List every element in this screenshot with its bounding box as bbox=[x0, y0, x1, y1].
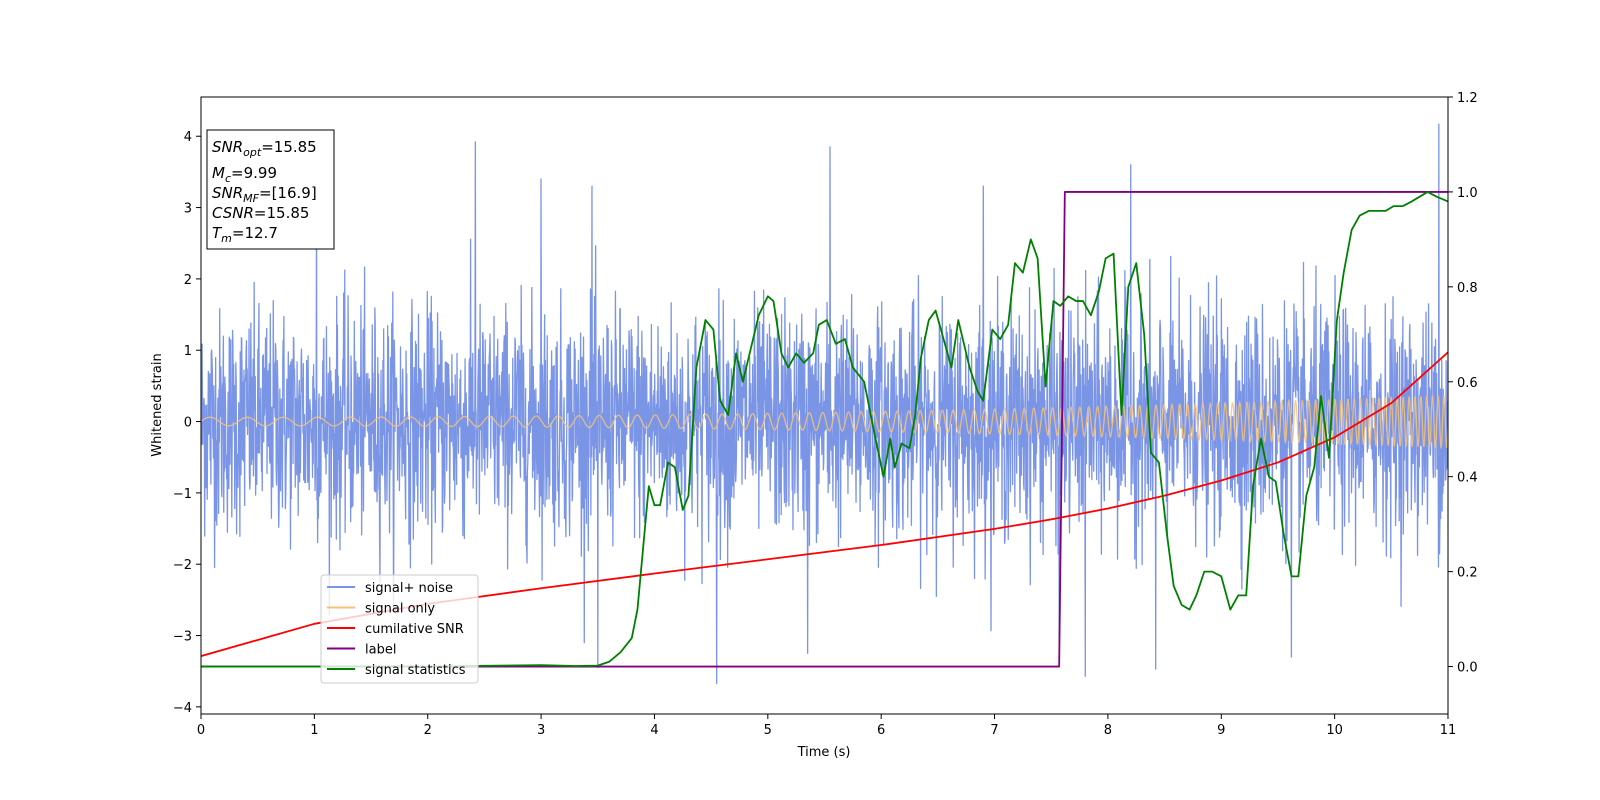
x-axis-ticks: 0 1 2 3 4 5 6 7 8 9 10 11 bbox=[197, 714, 1456, 738]
info-line: CSNR=15.85 bbox=[212, 204, 309, 222]
series-signal-only-line bbox=[201, 393, 1448, 450]
y-tick-label: −2 bbox=[173, 558, 192, 573]
y2-tick-label: 0.0 bbox=[1457, 661, 1478, 676]
y-axis-ticks: −4 −3 −2 −1 0 1 2 3 4 bbox=[173, 130, 201, 716]
info-subscript: MF bbox=[243, 192, 259, 205]
y-tick-label: −3 bbox=[173, 630, 192, 645]
legend-entry-label: signal statistics bbox=[365, 663, 466, 678]
series-layer bbox=[201, 123, 1448, 684]
y2-tick-label: 0.4 bbox=[1457, 471, 1478, 486]
y-tick-label: −1 bbox=[173, 487, 192, 502]
x-tick-label: 5 bbox=[764, 723, 772, 738]
y2-tick-label: 1.2 bbox=[1457, 91, 1478, 106]
series-cumilative-snr-line bbox=[201, 351, 1448, 657]
y-tick-label: 2 bbox=[184, 273, 192, 288]
legend-entry-label: signal+ noise bbox=[365, 581, 453, 596]
info-subscript: m bbox=[221, 232, 232, 245]
info-subscript: opt bbox=[243, 146, 262, 159]
x-tick-label: 7 bbox=[990, 723, 998, 738]
y2-tick-label: 1.0 bbox=[1457, 186, 1478, 201]
x-tick-label: 6 bbox=[877, 723, 885, 738]
legend: signal+ noise signal only cumilative SNR la… bbox=[320, 574, 479, 684]
series-signal-statistics-line bbox=[201, 191, 1448, 668]
info-value: =12.7 bbox=[232, 224, 278, 242]
y-tick-label: 4 bbox=[184, 130, 192, 145]
info-box-frame bbox=[206, 129, 335, 250]
y-tick-label: −4 bbox=[173, 701, 192, 716]
x-tick-label: 10 bbox=[1326, 723, 1343, 738]
info-label: M bbox=[212, 164, 225, 182]
legend-frame bbox=[320, 574, 479, 684]
x-tick-label: 4 bbox=[650, 723, 658, 738]
info-value: =9.99 bbox=[231, 164, 277, 182]
x-axis-label: Time (s) bbox=[797, 745, 851, 760]
y-tick-label: 0 bbox=[184, 416, 192, 431]
x-tick-label: 11 bbox=[1440, 723, 1457, 738]
x-tick-label: 2 bbox=[424, 723, 432, 738]
y-tick-label: 3 bbox=[184, 202, 192, 217]
series-signal-noise-line bbox=[201, 123, 1448, 684]
info-line: SNRMF=[16.9] bbox=[212, 184, 317, 205]
info-label: SNR bbox=[212, 184, 243, 202]
series-label-line bbox=[201, 191, 1448, 668]
y-tick-label: 1 bbox=[184, 344, 192, 359]
info-line: Mc=9.99 bbox=[212, 164, 277, 185]
x-tick-label: 1 bbox=[310, 723, 318, 738]
info-line: SNRopt=15.85 bbox=[212, 138, 317, 159]
info-value: =[16.9] bbox=[259, 184, 317, 202]
info-label: CSNR bbox=[212, 204, 254, 222]
y2-tick-label: 0.6 bbox=[1457, 376, 1478, 391]
x-tick-label: 3 bbox=[537, 723, 545, 738]
plot-frame bbox=[200, 96, 1449, 715]
legend-entry-label: signal only bbox=[365, 602, 435, 617]
x-tick-label: 8 bbox=[1104, 723, 1112, 738]
info-subscript: c bbox=[225, 172, 231, 185]
y2-tick-label: 0.8 bbox=[1457, 281, 1478, 296]
info-value: =15.85 bbox=[261, 138, 317, 156]
x-tick-label: 0 bbox=[197, 723, 205, 738]
y-axis-label: Whitened strain bbox=[150, 353, 165, 456]
info-value: =15.85 bbox=[254, 204, 310, 222]
y2-axis-ticks: 0.0 0.2 0.4 0.6 0.8 1.0 1.2 bbox=[1448, 91, 1478, 676]
legend-entry-label: label bbox=[365, 643, 396, 658]
x-tick-label: 9 bbox=[1217, 723, 1225, 738]
info-line: Tm=12.7 bbox=[212, 224, 278, 245]
info-label: T bbox=[212, 224, 223, 242]
y2-tick-label: 0.2 bbox=[1457, 566, 1478, 581]
info-label: SNR bbox=[212, 138, 243, 156]
info-box: SNRopt=15.85Mc=9.99SNRMF=[16.9]CSNR=15.8… bbox=[206, 129, 335, 250]
legend-entry-label: cumilative SNR bbox=[365, 622, 464, 637]
